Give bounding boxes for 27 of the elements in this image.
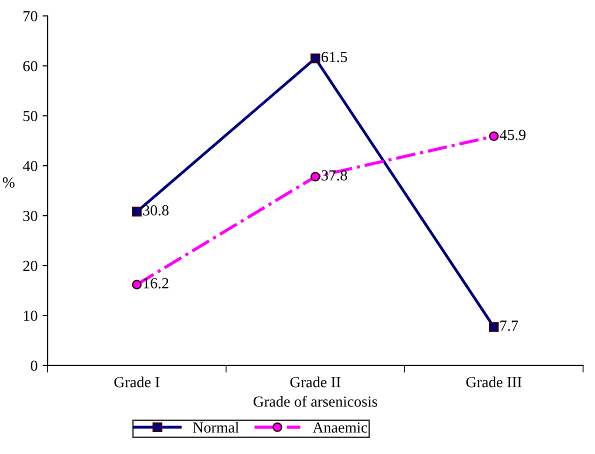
point	[310, 53, 320, 64]
point	[132, 206, 142, 217]
x-tick-label: Grade III	[466, 376, 522, 388]
data-label: 45.9	[500, 130, 526, 140]
x-tick-label: Grade II	[290, 376, 340, 388]
y-tick-label: 60	[23, 60, 38, 72]
x-tick-label: Grade I	[114, 376, 160, 388]
data-label: 30.8	[143, 205, 169, 216]
y-tick-label: 40	[22, 160, 38, 172]
legend-label: Normal	[192, 422, 239, 433]
y-tick-label: 70	[24, 11, 38, 22]
point	[488, 131, 499, 142]
y-axis-title: %	[2, 177, 15, 188]
point	[132, 280, 142, 290]
y-tick-label: 50	[23, 110, 38, 122]
point	[310, 172, 320, 182]
legend-label: Anaemic	[312, 422, 368, 433]
data-label: 7.7	[500, 320, 518, 331]
point	[488, 322, 499, 332]
data-label: 37.8	[322, 170, 348, 181]
y-tick-label: 10	[24, 310, 38, 321]
y-tick-label: 0	[30, 360, 38, 371]
x-axis-title: Grade of arsenicosis	[254, 396, 378, 407]
y-tick-label: 30	[23, 210, 38, 222]
data-label: 61.5	[322, 52, 348, 62]
data-label: 16.2	[144, 278, 168, 288]
y-tick-label: 20	[23, 260, 38, 272]
